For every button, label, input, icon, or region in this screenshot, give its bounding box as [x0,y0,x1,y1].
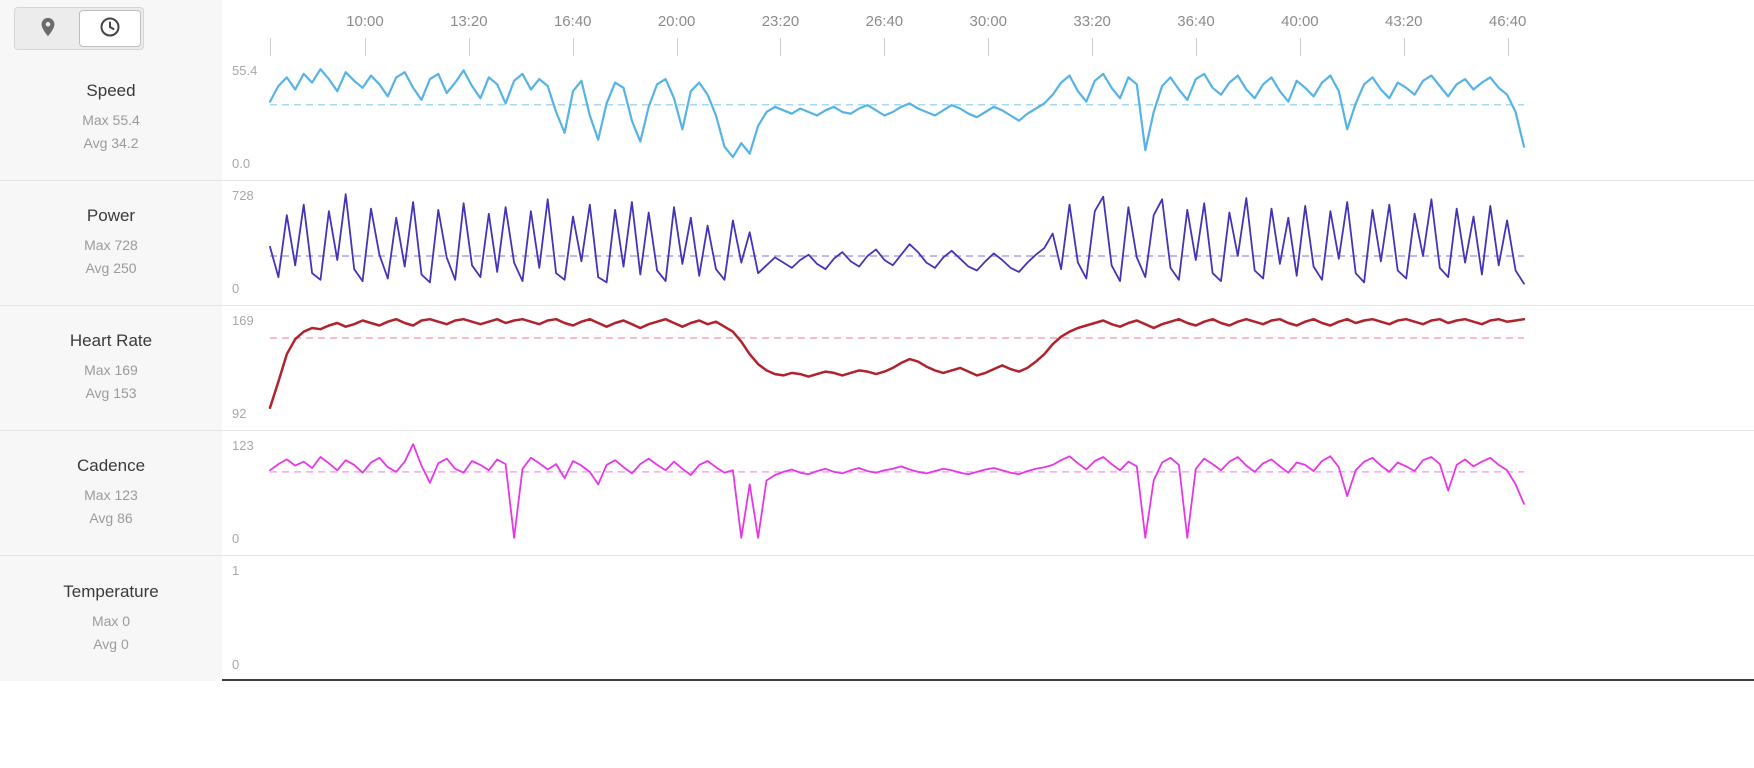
time-tick-label: 16:40 [553,13,592,30]
time-tick-label: 40:00 [1281,13,1319,30]
metric-name: Power [86,206,136,225]
y-axis-min-label: 0 [232,531,240,546]
speed-chart[interactable] [268,68,1754,164]
location-button[interactable] [17,10,79,47]
power-chart[interactable] [269,193,1754,289]
time-tick-mark [1403,38,1405,56]
header: 10:00 13:20 16:40 20:00 23:20 26:40 30:00 33:20… [0,0,1754,56]
metric-avg: Avg 153 [85,385,137,401]
time-tick-label: 10:00 [346,13,384,30]
series-line [269,193,1525,285]
metric-avg: Avg 0 [93,635,129,652]
metric-max: Max 123 [84,487,138,503]
y-axis-cadence: 123 0 [222,431,270,555]
y-axis-max-label: 55.4 [232,63,258,78]
time-tick-mark [270,38,271,56]
metric-max: Max 55.4 [82,112,140,128]
metric-name: Speed [86,81,136,100]
metric-row-cadence: Cadence Max 123 Avg 86 123 0 [0,431,1754,556]
metric-panel-speed: Speed Max 55.4 Avg 34.2 [0,56,222,180]
time-button[interactable] [79,10,141,47]
time-tick-mark [780,38,782,56]
y-axis-max-label: 123 [232,438,254,453]
series-line [268,68,1526,159]
time-tick-mark [364,38,366,56]
metric-avg: Avg 86 [89,510,133,526]
metric-panel-heart-rate: Heart Rate Max 169 Avg 153 [0,306,222,430]
metric-row-speed: Speed Max 55.4 Avg 34.2 55.4 0.0 [0,56,1754,181]
time-tick-label: 20:00 [657,13,696,30]
y-axis-max-label: 169 [232,313,254,328]
y-axis-temperature: 1 0 [222,556,270,681]
metric-row-temperature: Temperature Max 0 Avg 0 1 0 [0,556,1754,681]
metric-name: Heart Rate [69,331,153,350]
time-tick-mark [1196,38,1198,56]
metric-max: Max 169 [84,362,138,378]
metric-name: Cadence [76,456,146,475]
time-tick-label: 43:20 [1384,13,1423,30]
time-tick-mark [676,38,678,56]
heart-rate-chart[interactable] [268,317,1754,414]
time-tick-label: 46:40 [1488,13,1527,30]
y-axis-heart-rate: 169 92 [222,306,270,430]
metric-avg: Avg 250 [85,260,137,276]
time-tick-label: 26:40 [865,13,904,30]
metric-name: Temperature [63,581,159,601]
metric-max: Max 0 [91,612,131,629]
clock-icon [98,15,122,42]
time-tick-mark [884,38,886,56]
metric-row-heart-rate: Heart Rate Max 169 Avg 153 169 92 [0,306,1754,431]
time-tick-mark [468,38,470,56]
metric-avg: Avg 34.2 [83,135,139,151]
y-axis-max-label: 728 [232,188,254,203]
axis-mode-toggle [14,7,144,50]
time-tick-label: 30:00 [969,13,1008,30]
metric-panel-power: Power Max 728 Avg 250 [0,181,222,305]
time-tick-mark [1092,38,1094,56]
metric-max: Max 728 [84,237,138,253]
time-tick-mark [572,38,574,56]
y-axis-min-label: 0 [232,657,240,672]
metric-panel-cadence: Cadence Max 123 Avg 86 [0,431,222,555]
y-axis-min-label: 0.0 [232,156,251,171]
y-axis-min-label: 92 [232,406,247,421]
series-line [268,317,1526,410]
cadence-chart[interactable] [269,443,1754,539]
y-axis-max-label: 1 [232,563,240,578]
time-tick-mark [1507,38,1509,56]
time-tick-label: 13:20 [450,13,488,30]
time-tick-mark [1299,38,1301,56]
time-axis: 10:00 13:20 16:40 20:00 23:20 26:40 30:00 33:20… [270,0,1754,56]
temperature-chart[interactable] [270,568,1754,665]
y-axis-speed: 55.4 0.0 [222,56,270,180]
metric-row-power: Power Max 728 Avg 250 728 0 [0,181,1754,306]
time-tick-mark [988,38,990,56]
y-axis-power: 728 0 [222,181,270,305]
y-axis-min-label: 0 [232,281,240,296]
bottom-axis-line [222,679,1754,681]
time-tick-label: 36:40 [1177,13,1215,30]
series-line [269,443,1525,539]
location-pin-icon [37,16,59,41]
metric-panel-temperature: Temperature Max 0 Avg 0 [0,556,222,681]
time-tick-label: 23:20 [761,13,800,30]
time-tick-label: 33:20 [1073,13,1111,30]
